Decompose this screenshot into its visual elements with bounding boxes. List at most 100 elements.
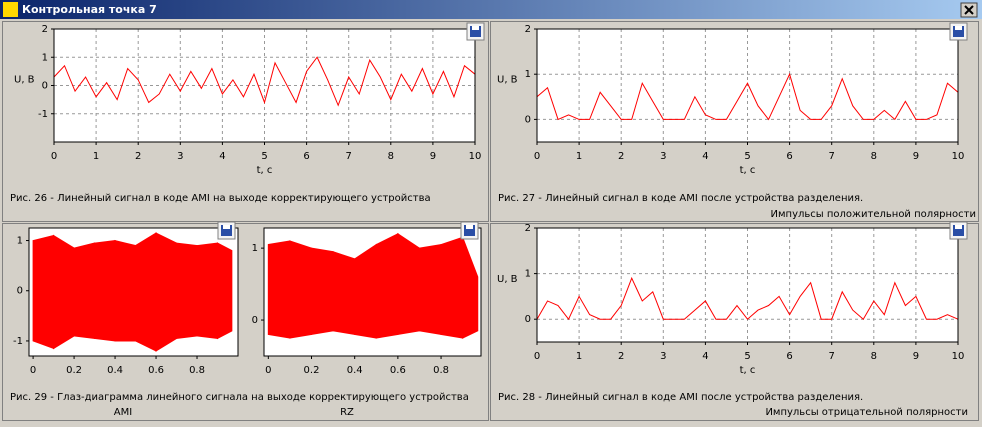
- caption: Рис. 29 - Глаз-диаграмма линейного сигна…: [10, 392, 469, 403]
- x-tick-label: 9: [913, 351, 919, 362]
- y-tick-label: 0: [42, 81, 48, 92]
- eye-band: [73, 242, 96, 339]
- x-tick-label: 8: [388, 151, 394, 162]
- x-tick-label: 6: [303, 151, 309, 162]
- plot-frame: [263, 227, 482, 357]
- y-tick-label: 1: [42, 52, 48, 63]
- x-tick-label: 0.2: [304, 365, 320, 376]
- save-button[interactable]: [949, 22, 968, 41]
- app-icon: [3, 2, 18, 17]
- y-tick-label: 1: [17, 236, 23, 247]
- x-tick-label: 4: [702, 151, 708, 162]
- x-tick-label: 0: [30, 365, 36, 376]
- save-icon: [953, 26, 964, 37]
- eye-band: [440, 236, 464, 339]
- eye-band: [196, 242, 219, 339]
- x-tick-label: 1: [576, 351, 582, 362]
- plot-frame: [53, 28, 476, 143]
- signal-line: [536, 276, 959, 321]
- caption: Рис. 27 - Линейный сигнал в коде AMI пос…: [498, 193, 863, 204]
- y-axis-label: U, B: [497, 75, 518, 86]
- y-tick-label: 1: [525, 69, 531, 80]
- x-axis-label: t, c: [740, 365, 756, 376]
- x-tick-label: 7: [829, 351, 835, 362]
- save-icon: [466, 225, 473, 229]
- y-tick-label: 1: [525, 269, 531, 280]
- x-tick-label: 2: [618, 351, 624, 362]
- eye-band: [332, 251, 356, 336]
- window-title: Контрольная точка 7: [22, 3, 157, 16]
- caption: Импульсы положительной полярности: [771, 209, 977, 220]
- save-icon: [955, 26, 962, 30]
- caption: AMI: [114, 407, 132, 418]
- signal-line: [536, 72, 959, 121]
- x-tick-label: 0.2: [66, 365, 82, 376]
- x-tick-label: 6: [786, 351, 792, 362]
- plot-frame: [536, 28, 959, 143]
- x-axis-label: t, c: [257, 165, 273, 176]
- eye-band: [311, 247, 334, 336]
- caption: RZ: [340, 407, 354, 418]
- close-button[interactable]: [960, 2, 978, 18]
- eye-band: [354, 243, 377, 339]
- x-tick-label: 3: [660, 351, 666, 362]
- x-tick-label: 2: [618, 151, 624, 162]
- y-tick-label: 0: [525, 114, 531, 125]
- x-tick-label: 7: [346, 151, 352, 162]
- y-axis-label: U, B: [14, 75, 35, 86]
- save-icon: [953, 225, 964, 236]
- y-axis-label: U, B: [497, 274, 518, 285]
- y-tick-label: 0: [17, 286, 23, 297]
- x-tick-label: 2: [135, 151, 141, 162]
- x-tick-label: 0: [534, 151, 540, 162]
- plot-frame: [28, 227, 239, 357]
- y-tick-label: 0: [252, 315, 258, 326]
- x-tick-label: 0.4: [107, 365, 123, 376]
- y-tick-label: 2: [525, 223, 531, 234]
- x-tick-label: 0: [265, 365, 271, 376]
- x-tick-label: 0.8: [189, 365, 205, 376]
- save-button[interactable]: [949, 221, 968, 240]
- x-tick-label: 8: [871, 151, 877, 162]
- eye-band: [176, 242, 198, 339]
- save-button[interactable]: [460, 221, 479, 240]
- x-tick-label: 3: [177, 151, 183, 162]
- x-tick-label: 5: [744, 151, 750, 162]
- x-tick-label: 5: [744, 351, 750, 362]
- x-tick-label: 0.8: [433, 365, 449, 376]
- y-tick-label: -1: [13, 336, 23, 347]
- eye-band: [267, 240, 291, 339]
- eye-band: [114, 239, 137, 342]
- panel-borders: [2, 21, 979, 421]
- x-tick-label: 0: [51, 151, 57, 162]
- x-tick-label: 10: [469, 151, 482, 162]
- save-button[interactable]: [217, 221, 236, 240]
- y-tick-label: -1: [38, 109, 48, 120]
- x-tick-label: 10: [952, 351, 965, 362]
- y-tick-label: 2: [525, 24, 531, 35]
- x-tick-label: 0: [534, 351, 540, 362]
- x-tick-label: 8: [871, 351, 877, 362]
- plot-frame: [536, 227, 959, 343]
- x-tick-label: 9: [430, 151, 436, 162]
- eye-band: [418, 243, 442, 336]
- save-icon: [472, 26, 479, 30]
- x-tick-label: 4: [219, 151, 225, 162]
- eye-band: [217, 242, 233, 340]
- x-tick-label: 7: [829, 151, 835, 162]
- x-tick-label: 5: [261, 151, 267, 162]
- save-icon: [464, 225, 475, 236]
- eye-band: [135, 232, 157, 352]
- y-tick-label: 2: [42, 24, 48, 35]
- save-icon: [221, 225, 232, 236]
- y-tick-label: 0: [525, 314, 531, 325]
- save-button[interactable]: [466, 22, 485, 41]
- eye-band: [462, 237, 479, 339]
- save-icon: [223, 225, 230, 229]
- x-tick-label: 3: [660, 151, 666, 162]
- x-tick-label: 1: [93, 151, 99, 162]
- x-tick-label: 0.6: [390, 365, 406, 376]
- eye-band: [53, 234, 75, 350]
- x-tick-label: 0.6: [148, 365, 164, 376]
